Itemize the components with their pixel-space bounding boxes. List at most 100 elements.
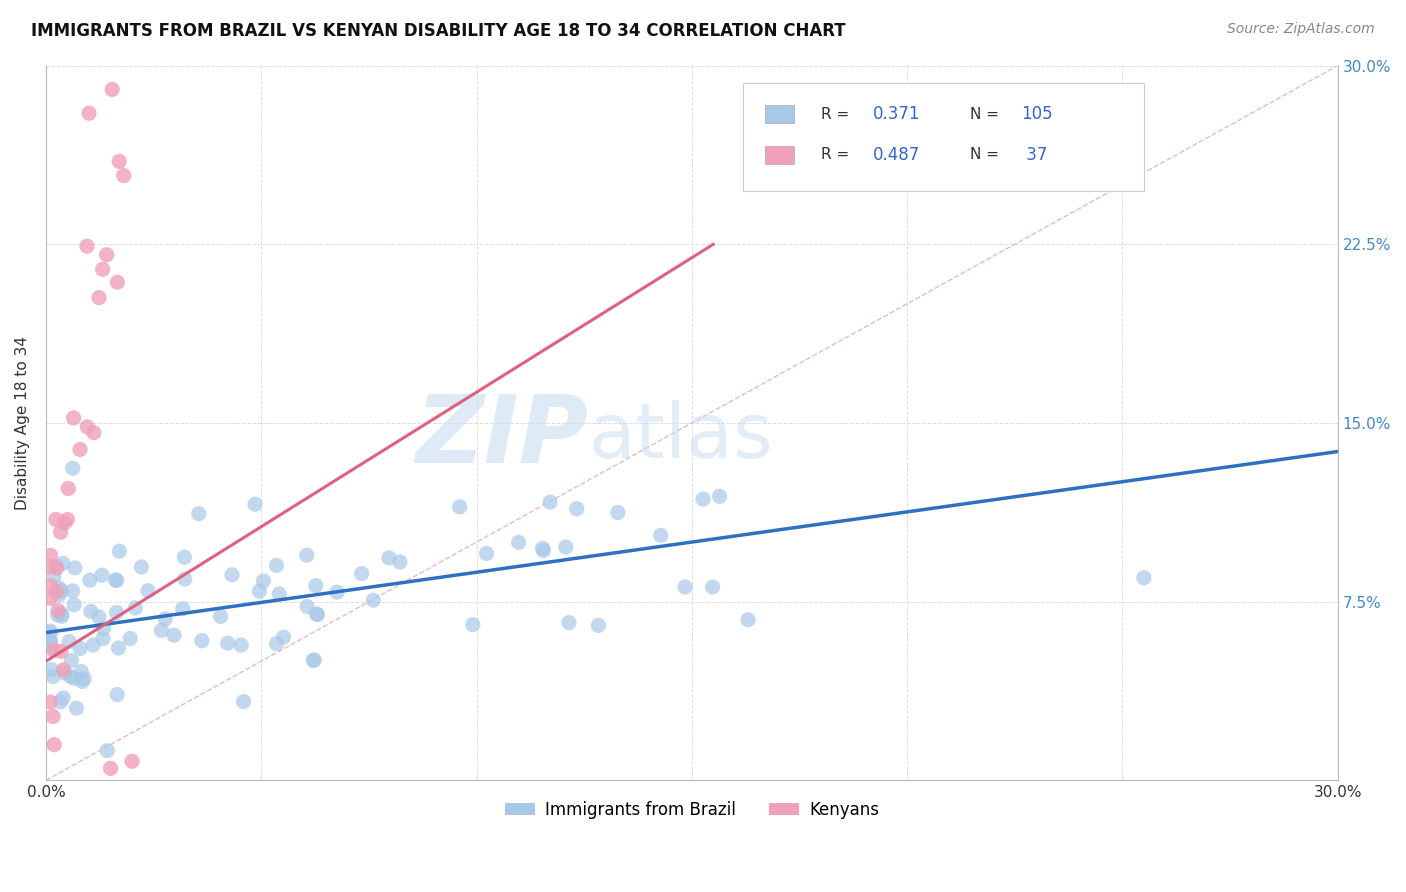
Point <box>531 541 554 556</box>
Point <box>606 506 628 520</box>
Point <box>62 584 84 599</box>
Point <box>49 695 72 709</box>
Point <box>39 624 62 639</box>
Point <box>39 695 62 709</box>
Point <box>266 558 288 573</box>
Point <box>53 665 76 680</box>
Point <box>565 501 588 516</box>
Point <box>709 489 731 503</box>
Point <box>136 583 159 598</box>
Point <box>82 638 104 652</box>
Point <box>378 550 401 565</box>
Point <box>269 587 291 601</box>
Point <box>112 169 135 183</box>
Point <box>44 738 66 752</box>
Point <box>62 461 84 475</box>
Point <box>105 688 128 702</box>
Point <box>62 411 84 425</box>
Point <box>702 580 724 594</box>
Point <box>554 540 576 554</box>
Point <box>45 558 67 573</box>
Point <box>77 106 100 120</box>
Point <box>48 588 70 602</box>
Point <box>52 557 75 571</box>
Point <box>76 239 98 253</box>
FancyBboxPatch shape <box>765 146 794 164</box>
Point <box>39 663 62 677</box>
Point <box>247 584 270 599</box>
Point <box>83 425 105 440</box>
Point <box>46 603 69 617</box>
Point <box>650 528 672 542</box>
Point <box>51 583 73 598</box>
Point <box>42 643 65 657</box>
Y-axis label: Disability Age 18 to 34: Disability Age 18 to 34 <box>15 336 30 510</box>
Point <box>120 632 142 646</box>
Point <box>508 535 530 549</box>
Text: N =: N = <box>970 147 1004 162</box>
Point <box>63 561 86 575</box>
Point <box>69 641 91 656</box>
Point <box>538 495 561 509</box>
Point <box>232 695 254 709</box>
Point <box>229 638 252 652</box>
Point <box>42 569 65 583</box>
Point <box>87 610 110 624</box>
Point <box>45 561 67 575</box>
Point <box>121 754 143 768</box>
Point <box>51 607 73 621</box>
Point <box>101 82 124 96</box>
Point <box>96 248 118 262</box>
Point <box>42 669 65 683</box>
Text: R =: R = <box>821 107 853 121</box>
Point <box>80 604 103 618</box>
Point <box>388 555 411 569</box>
Point <box>363 593 385 607</box>
Point <box>70 665 93 679</box>
Point <box>131 560 153 574</box>
Point <box>52 690 75 705</box>
Point <box>326 585 349 599</box>
Point <box>107 640 129 655</box>
Point <box>63 598 86 612</box>
Point <box>100 761 122 775</box>
FancyBboxPatch shape <box>744 84 1144 191</box>
Point <box>39 626 62 640</box>
Point <box>73 672 96 686</box>
Point <box>39 635 62 649</box>
Point <box>737 613 759 627</box>
Point <box>1133 571 1156 585</box>
Text: ZIP: ZIP <box>416 392 589 483</box>
Text: 0.487: 0.487 <box>873 146 920 164</box>
Point <box>150 624 173 638</box>
Point <box>461 617 484 632</box>
Point <box>163 628 186 642</box>
Point <box>39 633 62 648</box>
Point <box>56 512 79 526</box>
Point <box>217 636 239 650</box>
Point <box>49 525 72 540</box>
Point <box>60 653 83 667</box>
Point <box>172 602 194 616</box>
Text: 0.371: 0.371 <box>873 105 920 123</box>
Point <box>305 578 328 592</box>
Point <box>53 516 76 530</box>
Point <box>58 634 80 648</box>
Point <box>692 491 714 506</box>
Point <box>63 671 86 685</box>
Point <box>124 601 146 615</box>
Point <box>96 744 118 758</box>
Point <box>350 566 373 581</box>
Point <box>42 709 65 723</box>
Point <box>209 609 232 624</box>
Point <box>304 653 326 667</box>
Point <box>39 640 62 654</box>
Point <box>273 630 295 644</box>
Point <box>295 599 318 614</box>
Point <box>266 637 288 651</box>
Point <box>91 632 114 646</box>
Text: atlas: atlas <box>589 401 773 475</box>
Point <box>58 482 80 496</box>
Point <box>105 275 128 289</box>
Point <box>65 701 87 715</box>
